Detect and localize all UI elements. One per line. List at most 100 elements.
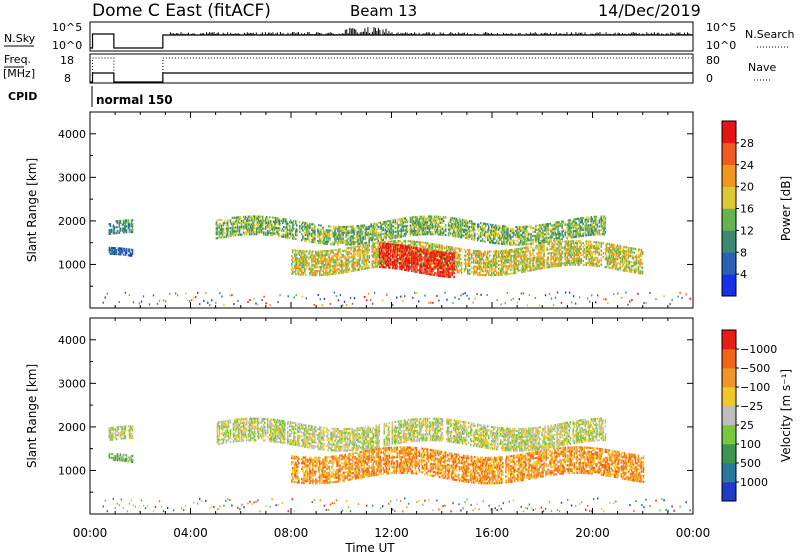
echo-cell bbox=[547, 258, 549, 261]
echo-cell bbox=[570, 222, 572, 225]
echo-cell bbox=[566, 231, 568, 234]
echo-cell bbox=[313, 229, 315, 232]
echo-cell bbox=[467, 227, 470, 230]
echo-cell bbox=[257, 227, 260, 230]
echo-cell bbox=[127, 219, 130, 222]
echo-cell bbox=[266, 225, 269, 228]
echo-cell bbox=[422, 217, 425, 220]
echo-cell bbox=[306, 224, 308, 227]
echo-cell bbox=[465, 225, 468, 228]
echo-cell bbox=[125, 248, 128, 251]
echo-cell bbox=[377, 231, 379, 235]
echo-cell bbox=[128, 231, 131, 234]
echo-cell bbox=[411, 216, 414, 219]
echo-cell bbox=[255, 223, 258, 226]
echo-cell bbox=[522, 258, 524, 262]
echo-cell bbox=[373, 228, 375, 231]
echo-cell bbox=[442, 216, 445, 219]
echo-cell bbox=[579, 242, 581, 245]
echo-cell bbox=[573, 234, 575, 237]
echo-cell bbox=[301, 271, 303, 274]
echo-cell bbox=[222, 230, 225, 233]
echo-cell bbox=[264, 221, 267, 224]
echo-cell bbox=[488, 258, 490, 261]
echo-cell bbox=[614, 250, 617, 253]
echo-cell bbox=[222, 222, 225, 225]
echo-cell bbox=[117, 253, 120, 256]
echo-cell bbox=[472, 238, 475, 241]
echo-cell bbox=[351, 227, 353, 230]
echo-cell bbox=[494, 228, 496, 231]
echo-cell bbox=[231, 232, 234, 235]
echo-cell bbox=[385, 226, 388, 229]
echo-cell bbox=[581, 219, 583, 222]
echo-cell bbox=[306, 262, 308, 265]
echo-cell bbox=[415, 223, 418, 227]
echo-cell bbox=[330, 259, 332, 262]
echo-cell bbox=[543, 262, 545, 266]
echo-cell bbox=[457, 221, 460, 225]
echo-cell bbox=[390, 223, 393, 226]
echo-cell bbox=[285, 234, 287, 237]
echo-cell bbox=[389, 240, 392, 243]
echo-cell bbox=[266, 233, 269, 236]
echo-cell bbox=[585, 220, 588, 223]
echo-cell bbox=[505, 225, 507, 228]
echo-cell bbox=[479, 273, 482, 276]
echo-cell bbox=[494, 270, 496, 273]
echo-cell bbox=[546, 238, 548, 242]
echo-cell bbox=[623, 257, 626, 260]
echo-cell bbox=[311, 229, 313, 232]
echo-cell bbox=[448, 220, 451, 223]
freq-frame bbox=[89, 53, 694, 84]
echo-cell bbox=[351, 254, 353, 257]
echo-cell bbox=[457, 225, 460, 229]
echo-cell bbox=[559, 262, 561, 265]
echo-cell bbox=[382, 221, 385, 224]
echo-cell bbox=[364, 243, 366, 247]
echo-cell bbox=[356, 249, 358, 252]
echo-cell bbox=[363, 253, 365, 257]
echo-cell bbox=[571, 222, 573, 225]
echo-cell bbox=[556, 251, 558, 254]
echo-cell bbox=[616, 258, 619, 261]
echo-cell bbox=[456, 269, 459, 272]
echo-cell bbox=[554, 233, 556, 236]
echo-cell bbox=[411, 240, 414, 243]
echo-cell bbox=[428, 225, 431, 228]
echo-cell bbox=[327, 259, 329, 262]
echo-cell bbox=[555, 235, 557, 238]
echo-cell bbox=[356, 236, 358, 240]
echo-cell bbox=[471, 226, 474, 229]
echo-cell bbox=[614, 248, 617, 251]
echo-cell bbox=[555, 223, 557, 226]
echo-cell bbox=[311, 252, 313, 255]
echo-cell bbox=[629, 247, 632, 250]
echo-cell bbox=[370, 237, 372, 240]
echo-cell bbox=[324, 259, 326, 263]
echo-cell bbox=[525, 229, 527, 232]
echo-cell bbox=[606, 264, 609, 267]
echo-cell bbox=[406, 228, 409, 231]
echo-cell bbox=[350, 239, 352, 242]
echo-cell bbox=[416, 221, 419, 224]
echo-cell bbox=[346, 239, 348, 242]
echo-cell bbox=[490, 237, 492, 240]
echo-cell bbox=[551, 242, 553, 245]
echo-cell bbox=[520, 227, 522, 230]
echo-cell bbox=[493, 264, 495, 267]
echo-cell bbox=[464, 223, 467, 226]
echo-cell bbox=[573, 220, 575, 223]
echo-cell bbox=[359, 252, 361, 255]
echo-cell bbox=[489, 237, 491, 240]
echo-cell bbox=[505, 273, 507, 276]
echo-cell bbox=[592, 246, 595, 249]
echo-cell bbox=[376, 237, 378, 241]
echo-cell bbox=[510, 237, 512, 240]
echo-cell bbox=[557, 227, 559, 230]
echo-cell bbox=[573, 261, 575, 264]
echo-cell bbox=[116, 222, 119, 225]
echo-cell bbox=[403, 225, 406, 228]
echo-cell bbox=[356, 238, 358, 242]
echo-cell bbox=[445, 247, 448, 250]
